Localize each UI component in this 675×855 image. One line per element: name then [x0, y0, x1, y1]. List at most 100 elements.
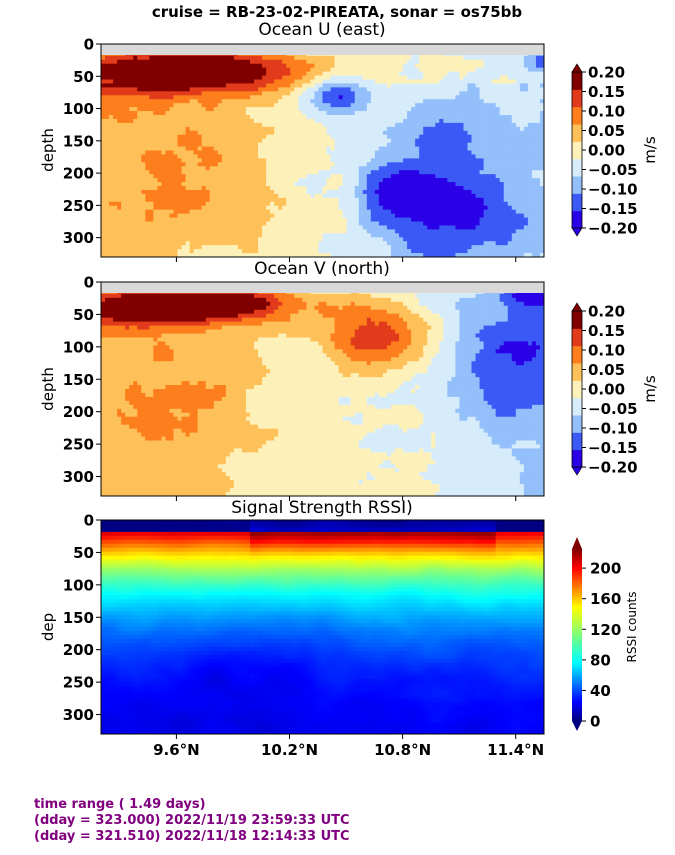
panel-title-ocean-v: Ocean V (north) [254, 259, 390, 279]
y-tick-label: 250 [63, 674, 94, 692]
colorbar-segment [572, 363, 582, 381]
colorbar-tick-label: 0.10 [588, 103, 625, 121]
y-tick-label: 200 [63, 403, 94, 421]
x-ticks-rssi: 9.6°N 10.2°N 10.8°N 11.4°N [153, 734, 544, 759]
colorbar-tick-label: 0.20 [588, 303, 625, 321]
colorbar-segment [572, 449, 582, 468]
panel-title-rssi: Signal Strength RSSI) [231, 498, 413, 518]
x-tick-label: 10.8°N [374, 741, 431, 759]
colorbar-tick-label: 0.00 [588, 381, 625, 399]
x-tick-label: 10.2°N [261, 741, 318, 759]
colorbar-segment [572, 124, 582, 142]
colorbar-segment [572, 397, 582, 416]
colorbar-tick-label: 0.05 [588, 361, 625, 379]
colorbar-u: 0.200.15 0.100.05 0.00−0.05 −0.10−0.15 −0.20 [571, 63, 638, 238]
colorbar-tick-label: 0.15 [588, 83, 625, 101]
y-tick-label: 0 [84, 274, 94, 292]
colorbar-tick-label: −0.20 [588, 459, 638, 477]
x-tick-label: 11.4°N [487, 741, 544, 759]
y-tick-label: 250 [63, 197, 94, 215]
colorbar-segment [572, 106, 582, 125]
y-tick-label: 50 [73, 306, 94, 324]
panel-ocean-v: Ocean V (north) 0 50 100 150 200 250 300 depth… [39, 259, 659, 501]
y-ticks-v: 0 50 100 150 200 250 300 [63, 274, 101, 486]
y-tick-label: 100 [63, 100, 94, 118]
y-ticks-u: 0 50 100 150 200 250 300 [63, 36, 101, 247]
y-tick-label: 150 [63, 132, 94, 150]
colorbar-extend-top [571, 63, 583, 73]
y-tick-label: 250 [63, 436, 94, 454]
field-ocean-v [101, 282, 544, 496]
y-tick-label: 100 [63, 338, 94, 356]
colorbar-tick-label: −0.15 [588, 200, 638, 218]
colorbar-tick-label: −0.10 [588, 420, 638, 438]
colorbar-tick-label: −0.15 [588, 439, 638, 457]
footer-line-1: time range ( 1.49 days) [34, 797, 206, 812]
colorbar-tick-label: 160 [590, 590, 621, 608]
colorbar-tick-label: −0.20 [588, 220, 638, 238]
colorbar-tick-label: 0.00 [588, 142, 625, 160]
field-ocean-u [101, 44, 544, 257]
field-rssi [101, 520, 544, 734]
y-tick-label: 150 [63, 609, 94, 627]
colorbar-tick-label: −0.10 [588, 181, 638, 199]
colorbar-tick-label: 0.15 [588, 322, 625, 340]
y-axis-label-u: depth [39, 128, 57, 172]
colorbar-tick-label: 0.05 [588, 122, 625, 140]
axes-frame-u [100, 43, 545, 258]
colorbar-segment [572, 89, 582, 108]
suptitle: cruise = RB-23-02-PIREATA, sonar = os75b… [152, 3, 523, 21]
colorbar-segment [572, 210, 582, 229]
colorbar-segment [572, 328, 582, 347]
y-axis-label-v: depth [39, 367, 57, 411]
colorbar-segment [572, 193, 582, 212]
panel-rssi: Signal Strength RSSI) 0 50 100 150 200 250 300… [39, 498, 639, 759]
y-tick-label: 100 [63, 576, 94, 594]
figure-canvas: cruise = RB-23-02-PIREATA, sonar = os75b… [39, 3, 659, 759]
colorbar-tick-label: −0.05 [588, 161, 638, 179]
colorbar-tick-label: 0.10 [588, 342, 625, 360]
x-ticks-u [175, 257, 517, 262]
colorbar-tick-label: 200 [590, 560, 621, 578]
y-tick-label: 150 [63, 371, 94, 389]
colorbar-label-v: m/s [641, 375, 659, 403]
colorbar-extend-top [571, 302, 583, 312]
colorbar-tick-label: 0 [590, 713, 600, 731]
colorbar-extend-top [572, 537, 582, 549]
x-tick-label: 9.6°N [153, 741, 200, 759]
colorbar-segment [572, 72, 582, 90]
colorbar-tick-label: 40 [590, 682, 611, 700]
colorbar-segment [572, 415, 582, 433]
colorbar-segment [572, 380, 582, 399]
colorbar-label-u: m/s [641, 136, 659, 164]
colorbar-rssi: 200 160 120 80 40 0 [572, 537, 621, 731]
y-axis-label-rssi: dep [39, 613, 57, 641]
time-range-footer: time range ( 1.49 days) (dday = 323.000)… [34, 797, 350, 845]
colorbar-segment [572, 158, 582, 177]
nodata-band-v [101, 282, 544, 293]
panel-title-ocean-u: Ocean U (east) [258, 20, 385, 40]
colorbar-tick-label: 0.20 [588, 64, 625, 82]
footer-line-2: (dday = 323.000) 2022/11/19 23:59:33 UTC [34, 813, 350, 828]
y-tick-label: 0 [84, 512, 94, 530]
colorbar-segment [572, 176, 582, 194]
axes-frame-v [100, 281, 545, 497]
y-tick-label: 200 [63, 641, 94, 659]
colorbar-tick-label: −0.05 [588, 400, 638, 418]
colorbar-gradient [572, 549, 582, 721]
colorbar-segment [572, 141, 582, 160]
axes-frame-rssi [100, 519, 545, 735]
y-tick-label: 300 [63, 706, 94, 724]
colorbar-extend-bottom [571, 227, 583, 237]
colorbar-v: 0.200.15 0.100.05 0.00−0.05 −0.10−0.15 −0.20 [571, 302, 638, 477]
y-tick-label: 200 [63, 165, 94, 183]
y-tick-label: 300 [63, 229, 94, 247]
nodata-band-u [101, 44, 544, 55]
colorbar-segment [572, 345, 582, 364]
colorbar-tick-label: 80 [590, 651, 611, 669]
colorbar-extend-bottom [572, 721, 582, 731]
colorbar-segment [572, 432, 582, 451]
colorbar-tick-label: 120 [590, 621, 621, 639]
y-tick-label: 0 [84, 36, 94, 54]
